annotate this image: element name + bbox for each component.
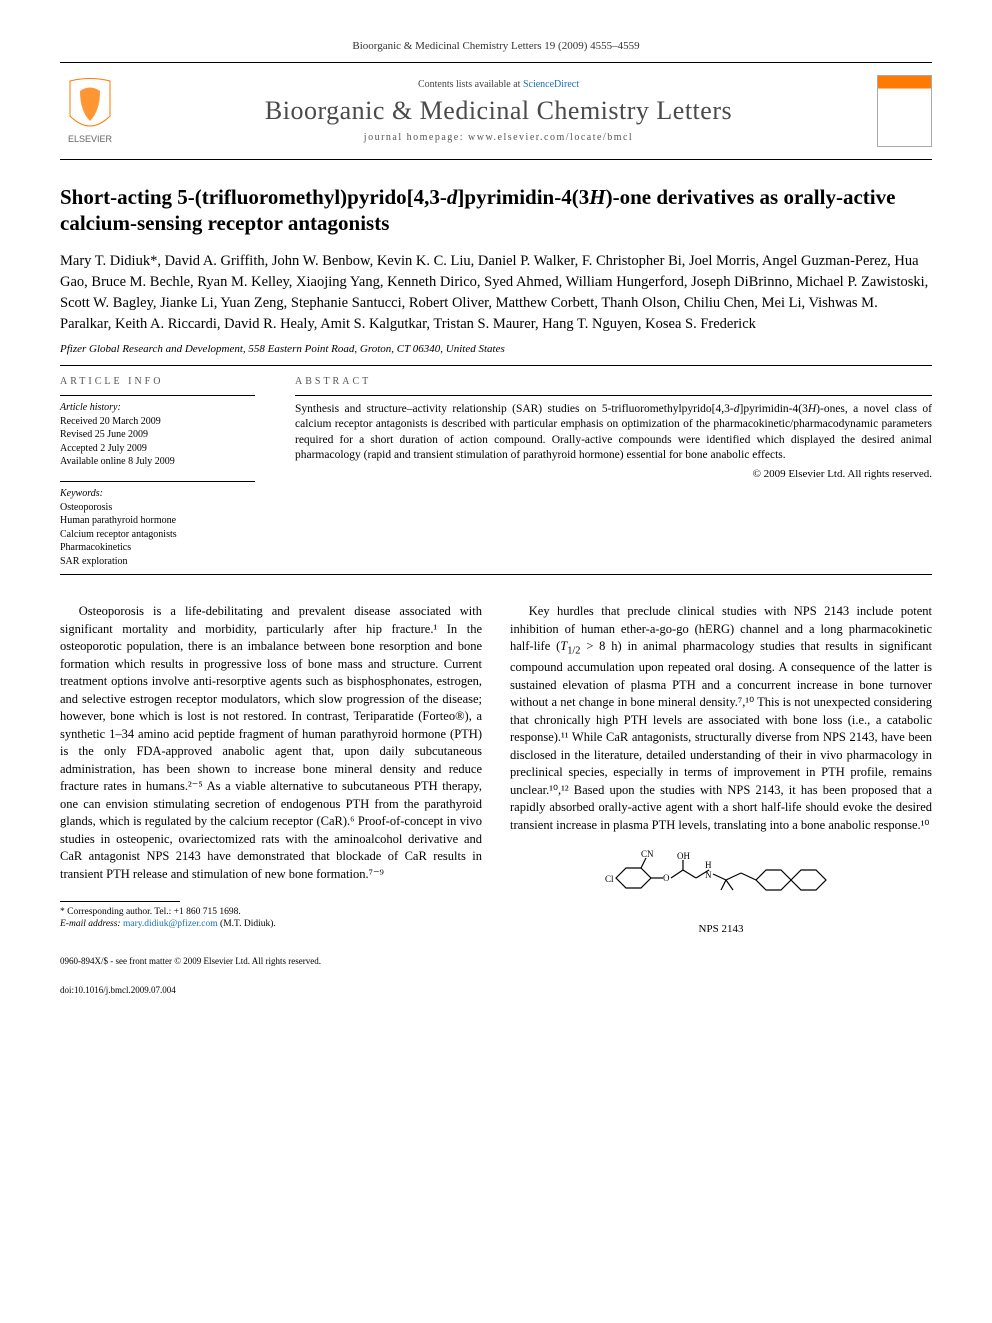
accepted-date: Accepted 2 July 2009 — [60, 442, 255, 456]
elsevier-logo: ELSEVIER — [60, 76, 120, 146]
info-rule-2 — [60, 481, 255, 482]
abstract-text: Synthesis and structure–activity relatio… — [295, 402, 932, 464]
article-title: Short-acting 5-(trifluoromethyl)pyrido[4… — [60, 184, 932, 237]
svg-text:N: N — [705, 870, 712, 880]
title-italic-h: H — [589, 185, 605, 209]
email-label: E-mail address: — [60, 919, 121, 929]
keyword-3: Pharmacokinetics — [60, 541, 255, 555]
abstract-column: ABSTRACT Synthesis and structure–activit… — [295, 376, 932, 569]
p2-sub: 1/2 — [567, 646, 580, 657]
running-header: Bioorganic & Medicinal Chemistry Letters… — [60, 40, 932, 52]
keywords-label: Keywords: — [60, 488, 255, 499]
body-paragraph-2: Key hurdles that preclude clinical studi… — [510, 603, 932, 834]
title-italic-d: d — [447, 185, 458, 209]
email-link[interactable]: mary.didiuk@pfizer.com — [123, 919, 218, 929]
contents-prefix: Contents lists available at — [418, 79, 523, 90]
article-info-heading: ARTICLE INFO — [60, 376, 255, 387]
keyword-2: Calcium receptor antagonists — [60, 528, 255, 542]
corresponding-author: * Corresponding author. Tel.: +1 860 715… — [60, 906, 482, 918]
top-rule — [60, 62, 932, 63]
author-list: Mary T. Didiuk*, David A. Griffith, John… — [60, 251, 932, 335]
doi-line: doi:10.1016/j.bmcl.2009.07.004 — [60, 985, 932, 997]
revised-date: Revised 25 June 2009 — [60, 428, 255, 442]
abstract-rule — [295, 395, 932, 396]
meta-top-rule — [60, 365, 932, 366]
svg-text:O: O — [663, 873, 670, 883]
cover-thumbnail — [877, 75, 932, 147]
p2-post: > 8 h) in animal pharmacology studies th… — [510, 639, 932, 832]
sciencedirect-link[interactable]: ScienceDirect — [523, 79, 579, 90]
info-rule-1 — [60, 395, 255, 396]
svg-text:OH: OH — [677, 851, 690, 861]
keyword-1: Human parathyroid hormone — [60, 514, 255, 528]
svg-text:CN: CN — [641, 849, 654, 859]
keyword-0: Osteoporosis — [60, 501, 255, 515]
masthead: ELSEVIER Contents lists available at Sci… — [60, 67, 932, 155]
svg-text:H: H — [705, 860, 712, 870]
homepage-line: journal homepage: www.elsevier.com/locat… — [140, 132, 857, 143]
body-columns: Osteoporosis is a life-debilitating and … — [60, 603, 932, 937]
online-date: Available online 8 July 2009 — [60, 455, 255, 469]
abs-part-2: ]pyrimidin-4(3 — [739, 403, 807, 415]
history-label: Article history: — [60, 402, 255, 413]
body-paragraph-1: Osteoporosis is a life-debilitating and … — [60, 603, 482, 883]
masthead-bottom-rule — [60, 159, 932, 160]
article-info-column: ARTICLE INFO Article history: Received 2… — [60, 376, 255, 569]
abs-italic-h: H — [808, 403, 816, 415]
svg-text:Cl: Cl — [605, 874, 614, 884]
title-part-2: ]pyrimidin-4(3 — [457, 185, 589, 209]
affiliation: Pfizer Global Research and Development, … — [60, 343, 932, 355]
svg-text:ELSEVIER: ELSEVIER — [68, 134, 113, 144]
masthead-center: Contents lists available at ScienceDirec… — [140, 79, 857, 143]
received-date: Received 20 March 2009 — [60, 415, 255, 429]
meta-block: ARTICLE INFO Article history: Received 2… — [60, 376, 932, 569]
abs-part-1: Synthesis and structure–activity relatio… — [295, 403, 734, 415]
chemical-structure-nps2143: Cl CN O OH H N — [601, 848, 841, 918]
front-matter-line: 0960-894X/$ - see front matter © 2009 El… — [60, 956, 932, 968]
meta-bottom-rule — [60, 574, 932, 575]
title-part-1: Short-acting 5-(trifluoromethyl)pyrido[4… — [60, 185, 447, 209]
contents-line: Contents lists available at ScienceDirec… — [140, 79, 857, 90]
keyword-4: SAR exploration — [60, 555, 255, 569]
copyright: © 2009 Elsevier Ltd. All rights reserved… — [295, 468, 932, 480]
compound-label: NPS 2143 — [510, 922, 932, 937]
footnote-rule — [60, 901, 180, 902]
journal-name: Bioorganic & Medicinal Chemistry Letters — [140, 96, 857, 126]
email-suffix: (M.T. Didiuk). — [220, 919, 276, 929]
abstract-heading: ABSTRACT — [295, 376, 932, 387]
email-footnote: E-mail address: mary.didiuk@pfizer.com (… — [60, 918, 482, 930]
